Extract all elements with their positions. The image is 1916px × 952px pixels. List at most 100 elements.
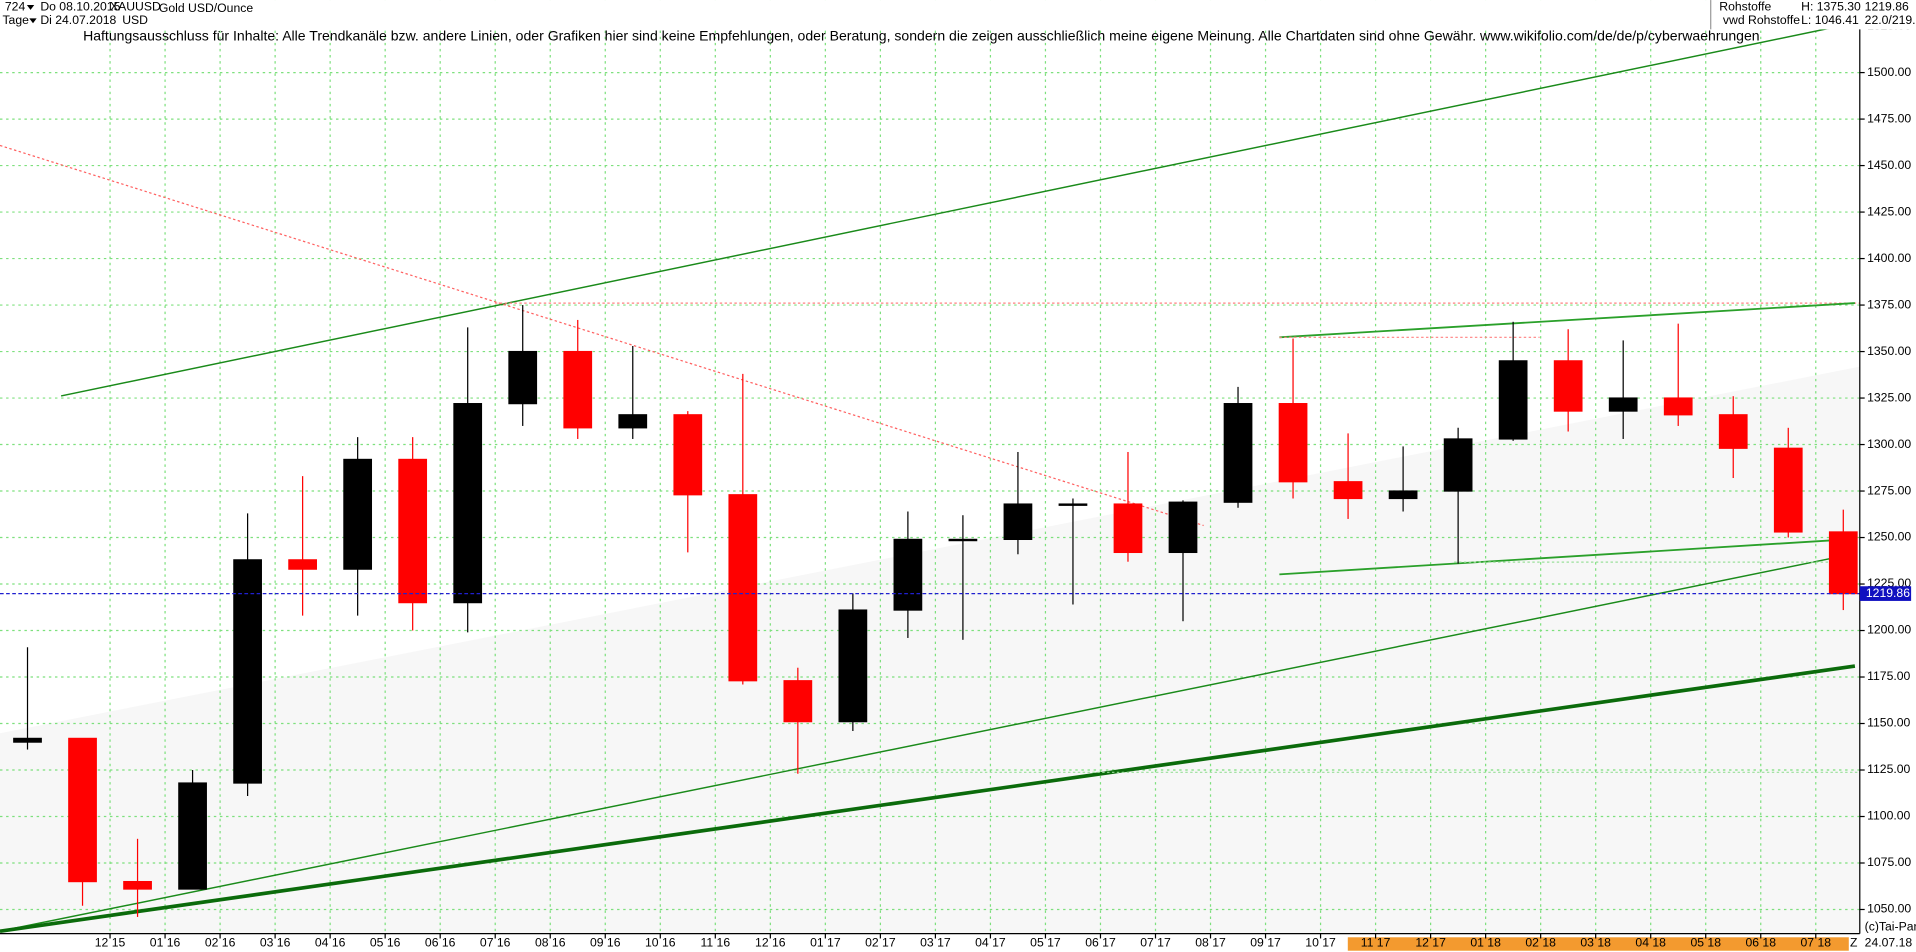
- disclaimer: Haftungsausschluss für Inhalte: Alle Tre…: [83, 27, 1760, 43]
- x-tick-label: 01 16: [150, 936, 181, 950]
- x-tick-label: 07 18: [1800, 936, 1831, 950]
- candle-body: [1498, 360, 1528, 440]
- y-tick-label: 1100.00: [1867, 809, 1910, 823]
- x-tick-label: 03 17: [920, 936, 951, 950]
- trend-lines: [0, 23, 1860, 933]
- candle-body: [1223, 403, 1253, 503]
- y-tick-label: 1350.00: [1867, 344, 1911, 358]
- copyright: (c)Tai-Pan: [1865, 920, 1916, 934]
- x-tick-label: 12 17: [1415, 936, 1446, 950]
- candle-body: [1828, 531, 1858, 595]
- y-tick-label: 1400.00: [1867, 251, 1911, 265]
- x-tick-label: 12 15: [95, 936, 126, 950]
- dropdown-arrow[interactable]: [29, 18, 37, 24]
- y-tick-label: 1150.00: [1867, 716, 1910, 730]
- x-tick-label: 12 16: [755, 936, 786, 950]
- candle-body: [1333, 481, 1363, 500]
- chart-id: 724: [5, 0, 26, 14]
- y-tick-label: 1075.00: [1867, 855, 1911, 869]
- x-tick-label: 11 17: [1361, 936, 1391, 950]
- trend-line: [60, 23, 1848, 397]
- header-bg: [0, 0, 1916, 30]
- instrument: Gold USD/Ounce: [159, 1, 253, 15]
- candle-body: [1168, 501, 1198, 554]
- last: 1219.86: [1865, 0, 1909, 14]
- x-tick-label: 04 18: [1635, 936, 1666, 950]
- grid: [0, 0, 1860, 934]
- x-tick-label: 02 18: [1525, 936, 1556, 950]
- candle-body: [1003, 503, 1033, 541]
- x-tick-label: 06 17: [1085, 936, 1116, 950]
- x-tick-label: 10 16: [645, 936, 676, 950]
- x-tick-label: 05 18: [1690, 936, 1721, 950]
- candle-body: [783, 680, 813, 723]
- currency: USD: [122, 13, 148, 27]
- x-tick-label: 02 17: [865, 936, 896, 950]
- candle-body: [233, 559, 262, 784]
- symbol: XAUUSD: [110, 0, 161, 14]
- x-tick-label: 06 16: [425, 936, 456, 950]
- y-tick-label: 1125.00: [1867, 762, 1910, 776]
- candle-body: [453, 403, 483, 604]
- candles: [13, 305, 1858, 917]
- candle-body: [728, 494, 758, 682]
- current-price-label: 1219.86: [1866, 586, 1910, 600]
- y-tick-label: 1200.00: [1867, 623, 1911, 637]
- high: H: 1375.30: [1801, 0, 1861, 14]
- candle-body: [1278, 403, 1308, 483]
- y-tick-label: 1425.00: [1867, 204, 1911, 218]
- trend-line: [1279, 302, 1855, 339]
- x-tick-label: 03 18: [1580, 936, 1611, 950]
- x-tick-label: 01 18: [1470, 936, 1501, 950]
- candle-body: [1553, 360, 1583, 412]
- candle-body: [563, 350, 593, 429]
- candle-body: [1773, 447, 1803, 533]
- marker: Z: [1850, 936, 1858, 950]
- y-tick-label: 1250.00: [1867, 530, 1911, 544]
- period[interactable]: Tage: [2, 13, 29, 27]
- low: L: 1046.41: [1801, 13, 1859, 27]
- x-tick-label: 06 18: [1745, 936, 1776, 950]
- y-tick-label: 1300.00: [1867, 437, 1911, 451]
- y-tick-label: 1375.00: [1867, 297, 1911, 311]
- x-tick-label: 04 17: [975, 936, 1006, 950]
- candle-body: [618, 414, 648, 429]
- group: Rohstoffe: [1719, 0, 1771, 14]
- x-tick-label: 10 17: [1305, 936, 1336, 950]
- candle-body: [508, 350, 538, 405]
- candle-body: [1443, 438, 1473, 492]
- y-tick-label: 1450.00: [1867, 158, 1911, 172]
- current-price-tag: [1859, 586, 1912, 601]
- start-date: Do 08.10.2015: [40, 0, 120, 14]
- x-tick-label: 09 16: [590, 936, 621, 950]
- y-tick-label: 1050.00: [1867, 902, 1911, 916]
- trend-line: [0, 144, 1204, 527]
- candle-body: [1388, 490, 1418, 500]
- candle-body: [673, 414, 703, 496]
- candle-body: [893, 538, 923, 611]
- y-tick-label: 1475.00: [1867, 111, 1911, 125]
- dropdown-arrow[interactable]: [26, 4, 35, 10]
- x-tick-label: 02 16: [205, 936, 236, 950]
- y-tick-label: 1500.00: [1867, 65, 1911, 79]
- x-tick-label: 03 16: [260, 936, 291, 950]
- x-tick-label: 07 17: [1140, 936, 1171, 950]
- y-tick-label: 1325.00: [1867, 390, 1911, 404]
- x-tick-label: 08 17: [1195, 936, 1226, 950]
- y-tick-label: 1175.00: [1867, 669, 1910, 683]
- candle-body: [1113, 503, 1143, 554]
- candle-body: [288, 559, 317, 570]
- candle-body: [1718, 414, 1748, 449]
- x-tick-label: 07 16: [480, 936, 511, 950]
- candle-body: [13, 737, 42, 743]
- footer-date: 24.07.18: [1865, 936, 1913, 950]
- x-tick-label: 11 16: [700, 936, 730, 950]
- candle-body: [398, 458, 428, 604]
- axis-labels: 1050.00 1075.00 1100.00 1125.00 1150.00 1175.…: [95, 18, 1912, 949]
- x-axis-highlight: [1347, 937, 1849, 951]
- x-tick-label: 04 16: [315, 936, 346, 950]
- y-tick-label: 1275.00: [1867, 483, 1911, 497]
- candle-body: [123, 880, 152, 890]
- source: vwd Rohstoffe: [1723, 13, 1800, 27]
